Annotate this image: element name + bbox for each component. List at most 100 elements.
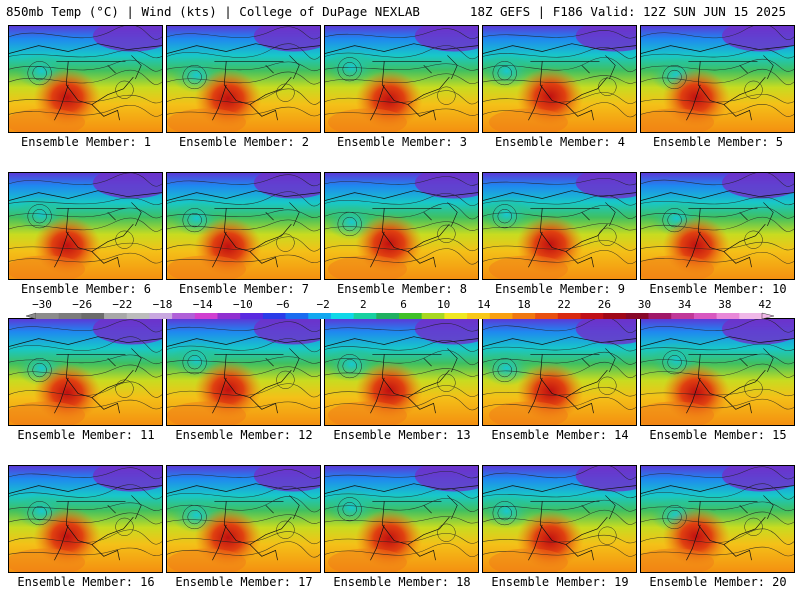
temperature-map	[483, 319, 636, 425]
temperature-map	[9, 466, 162, 572]
ensemble-member-label: Ensemble Member: 9	[494, 282, 626, 296]
colorbar-segment	[557, 313, 581, 319]
colorbar-segment	[308, 313, 332, 319]
ensemble-member-label: Ensemble Member: 16	[17, 575, 155, 589]
ensemble-member-label: Ensemble Member: 7	[178, 282, 310, 296]
ensemble-map-panel	[482, 318, 637, 426]
ensemble-member-label: Ensemble Member: 15	[649, 428, 787, 442]
colorbar-tick-label: 2	[360, 298, 367, 311]
ensemble-map-panel	[324, 172, 479, 280]
ensemble-member-label: Ensemble Member: 8	[336, 282, 468, 296]
colorbar-segment	[444, 313, 468, 319]
ensemble-map-panel	[640, 172, 795, 280]
ensemble-map-panel	[640, 25, 795, 133]
temperature-map	[167, 26, 320, 132]
ensemble-map-panel	[640, 318, 795, 426]
colorbar-segment	[330, 313, 354, 319]
colorbar-segment	[535, 313, 559, 319]
colorbar-segment	[716, 313, 740, 319]
temperature-map	[167, 319, 320, 425]
colorbar-tick-label: 42	[758, 298, 772, 311]
colorbar-min-arrow	[25, 312, 37, 320]
temperature-colorbar	[25, 312, 775, 320]
ensemble-member-label: Ensemble Member: 19	[491, 575, 629, 589]
ensemble-member-label: Ensemble Member: 11	[17, 428, 155, 442]
colorbar-segment	[240, 313, 264, 319]
ensemble-map-panel	[482, 465, 637, 573]
colorbar-segment	[353, 313, 377, 319]
ensemble-map-panel	[8, 318, 163, 426]
temperature-map	[9, 319, 162, 425]
colorbar-tick-label: 38	[718, 298, 732, 311]
colorbar-segment	[580, 313, 604, 319]
colorbar-segment	[489, 313, 513, 319]
ensemble-member-label: Ensemble Member: 18	[333, 575, 471, 589]
temperature-map	[9, 173, 162, 279]
colorbar-tick-label: −26	[72, 298, 93, 311]
colorbar-segment	[36, 313, 59, 319]
temperature-map	[325, 26, 478, 132]
colorbar-tick-label: −6	[276, 298, 290, 311]
colorbar-segment	[648, 313, 672, 319]
ensemble-map-panel	[8, 465, 163, 573]
colorbar-segment	[421, 313, 445, 319]
ensemble-member-label: Ensemble Member: 13	[333, 428, 471, 442]
colorbar-segment	[58, 313, 82, 319]
temperature-map	[641, 466, 794, 572]
temperature-map	[325, 319, 478, 425]
colorbar-tick-label: 6	[400, 298, 407, 311]
temperature-map	[167, 466, 320, 572]
temperature-map	[325, 173, 478, 279]
chart-title: 850mb Temp (°C) | Wind (kts) | College o…	[6, 4, 420, 19]
ensemble-member-label: Ensemble Member: 14	[491, 428, 629, 442]
colorbar-segment	[126, 313, 150, 319]
temperature-map	[483, 26, 636, 132]
colorbar-segment	[217, 313, 241, 319]
ensemble-map-panel	[8, 172, 163, 280]
colorbar-segment	[467, 313, 491, 319]
colorbar-tick-label: −10	[232, 298, 253, 311]
ensemble-member-label: Ensemble Member: 1	[20, 135, 152, 149]
temperature-map	[483, 173, 636, 279]
colorbar-segment	[512, 313, 536, 319]
colorbar-tick-label: 22	[557, 298, 571, 311]
colorbar-segment	[739, 313, 763, 319]
ensemble-member-label: Ensemble Member: 12	[175, 428, 313, 442]
colorbar-tick-label: 26	[597, 298, 611, 311]
colorbar-max-arrow	[761, 312, 775, 320]
ensemble-member-label: Ensemble Member: 17	[175, 575, 313, 589]
colorbar-segment	[104, 313, 128, 319]
colorbar-tick-label: 30	[637, 298, 652, 311]
colorbar-segment	[399, 313, 422, 319]
ensemble-member-label: Ensemble Member: 4	[494, 135, 626, 149]
colorbar-segment	[149, 313, 173, 319]
ensemble-member-label: Ensemble Member: 2	[178, 135, 310, 149]
temperature-map	[167, 173, 320, 279]
colorbar-segment	[194, 313, 218, 319]
colorbar-segment	[671, 313, 695, 319]
temperature-map	[325, 466, 478, 572]
ensemble-map-panel	[324, 465, 479, 573]
temperature-map	[9, 26, 162, 132]
ensemble-map-panel	[482, 25, 637, 133]
colorbar-tick-label: −2	[316, 298, 330, 311]
colorbar-tick-label: 10	[437, 298, 451, 311]
colorbar-tick-label: −18	[152, 298, 173, 311]
colorbar-segment	[285, 313, 309, 319]
colorbar-segment	[376, 313, 400, 319]
colorbar-segment	[81, 313, 105, 319]
ensemble-map-panel	[166, 465, 321, 573]
ensemble-map-panel	[8, 25, 163, 133]
colorbar-segment	[262, 313, 286, 319]
ensemble-map-panel	[166, 172, 321, 280]
colorbar-segment	[172, 313, 196, 319]
ensemble-member-label: Ensemble Member: 5	[652, 135, 784, 149]
ensemble-member-label: Ensemble Member: 3	[336, 135, 468, 149]
ensemble-map-panel	[324, 25, 479, 133]
colorbar-tick-label: 34	[678, 298, 692, 311]
temperature-map	[483, 466, 636, 572]
ensemble-map-panel	[640, 465, 795, 573]
ensemble-map-panel	[166, 318, 321, 426]
ensemble-member-label: Ensemble Member: 20	[649, 575, 787, 589]
colorbar-tick-label: 14	[477, 298, 491, 311]
